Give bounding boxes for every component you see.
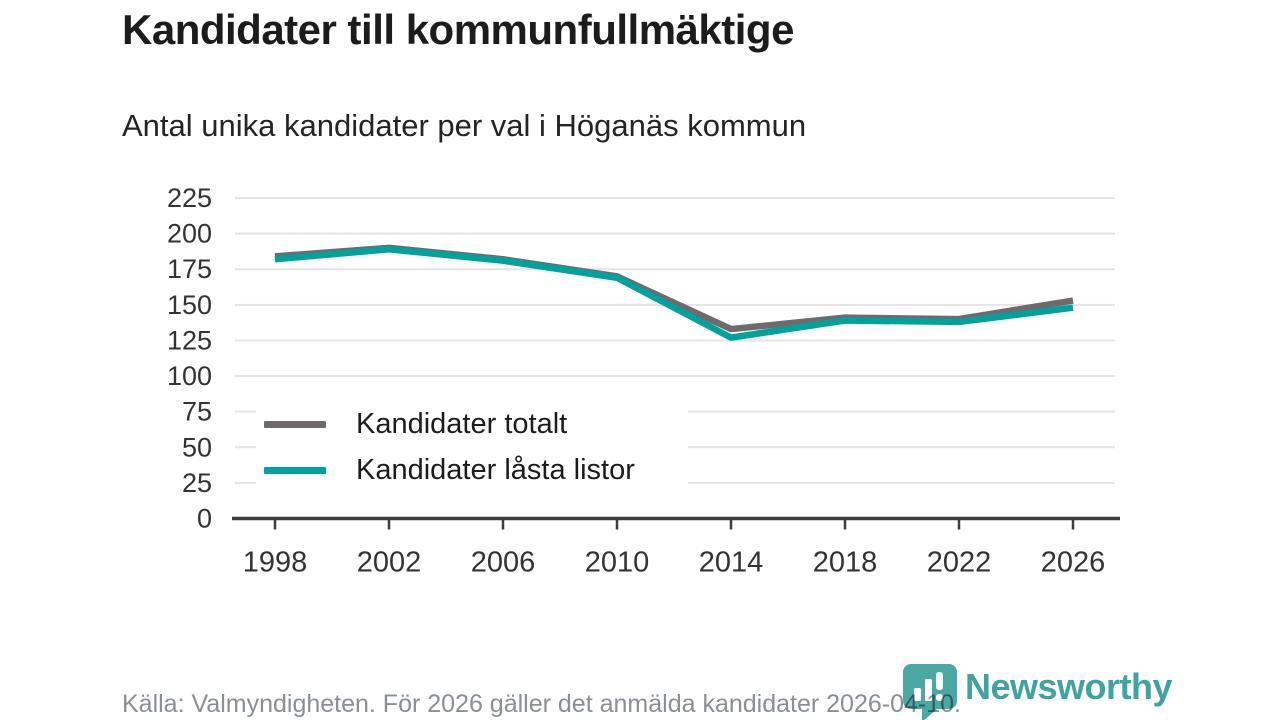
x-tick-label: 2006 — [471, 547, 536, 579]
chart-legend: Kandidater totalt Kandidater låsta listo… — [256, 398, 688, 497]
legend-label-locked: Kandidater låsta listor — [356, 453, 635, 486]
bar-small — [914, 688, 921, 701]
y-tick-label: 200 — [167, 219, 212, 249]
legend-swatch-locked — [264, 466, 326, 474]
y-tick-label: 50 — [182, 432, 212, 462]
x-tick-label: 2002 — [357, 547, 422, 579]
x-tick-label: 2010 — [585, 547, 650, 579]
x-tick-label: 2022 — [927, 547, 992, 579]
y-tick-label: 225 — [167, 183, 212, 213]
y-tick-label: 0 — [197, 504, 212, 534]
source-note: Källa: Valmyndigheten. För 2026 gäller d… — [122, 690, 961, 718]
x-tick-label: 2014 — [699, 547, 764, 579]
newsworthy-bubble-icon — [903, 664, 957, 720]
series-line-total — [274, 244, 1074, 333]
y-tick-label: 175 — [167, 254, 212, 284]
chart-subtitle: Antal unika kandidater per val i Höganäs… — [122, 108, 807, 143]
y-tick-label: 25 — [182, 468, 212, 498]
bar-tall — [925, 679, 932, 701]
y-tick-label: 125 — [167, 325, 212, 355]
newsworthy-wordmark: Newsworthy — [965, 666, 1173, 707]
legend-item-locked: Kandidater låsta listor — [264, 454, 680, 487]
x-tick-label: 2018 — [813, 547, 878, 579]
page-title: Kandidater till kommunfullmäktige — [122, 6, 794, 53]
x-tick-label: 1998 — [243, 547, 308, 579]
y-tick-label: 75 — [182, 397, 212, 427]
legend-swatch-total — [264, 421, 326, 429]
y-tick-label: 150 — [167, 290, 212, 320]
series-line-locked — [274, 246, 1074, 341]
exclamation-dot — [936, 694, 943, 701]
legend-item-total: Kandidater totalt — [264, 408, 680, 441]
exclamation-stem — [936, 672, 943, 690]
legend-label-total: Kandidater totalt — [356, 408, 568, 441]
y-tick-label: 100 — [167, 361, 212, 391]
x-tick-label: 2026 — [1041, 547, 1106, 579]
newsworthy-logo: Newsworthy — [903, 664, 1173, 720]
